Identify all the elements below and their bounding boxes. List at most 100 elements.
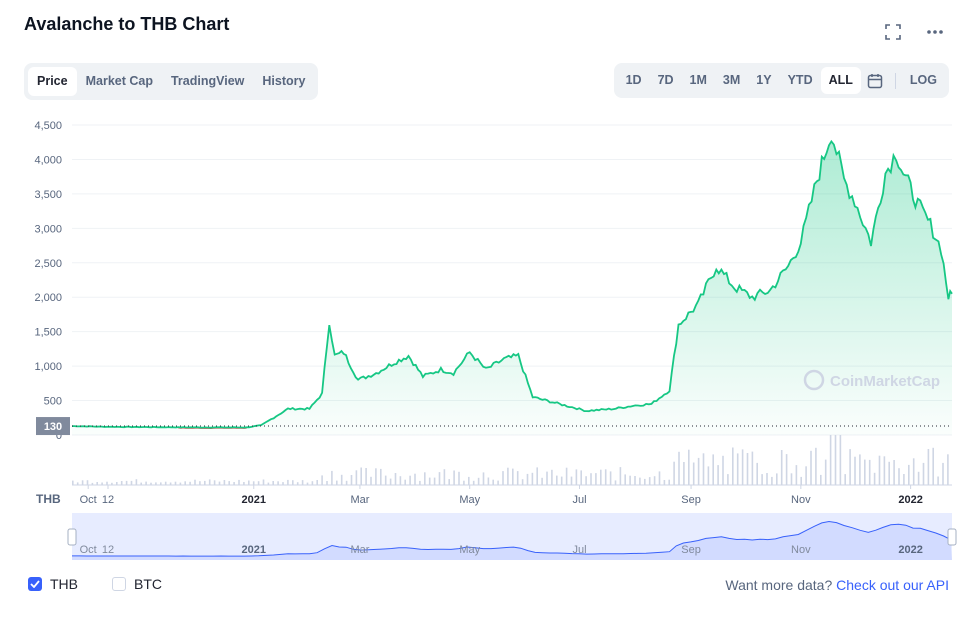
range-1y[interactable]: 1Y [756, 73, 772, 87]
volume-bar [790, 473, 793, 485]
volume-bar [179, 482, 182, 485]
y-tick-label: 1,000 [34, 361, 62, 373]
more-options-icon[interactable] [925, 22, 945, 42]
tab-tradingview[interactable]: TradingView [170, 74, 245, 88]
volume-bar [228, 481, 230, 485]
volume-bar [306, 482, 309, 485]
volume-bar [912, 458, 915, 485]
navigator-window [72, 513, 952, 560]
volume-bar [668, 479, 670, 485]
volume-bar [776, 473, 778, 485]
y-tick-label: 1,500 [34, 327, 62, 339]
volume-bar [634, 476, 636, 485]
volume-bar [673, 461, 675, 485]
volume-bar [111, 482, 113, 485]
tab-price[interactable]: Price [28, 67, 77, 96]
volume-bar [658, 471, 661, 485]
volume-bar [463, 480, 465, 485]
range-7d[interactable]: 7D [657, 73, 674, 87]
chart-type-tabs: Price Market Cap TradingView History [24, 63, 319, 100]
volume-bar [145, 481, 147, 485]
volume-bar [766, 473, 768, 485]
volume-bar [326, 481, 328, 485]
volume-bar [908, 464, 910, 485]
volume-bar [106, 481, 108, 485]
thb-checkbox[interactable] [28, 577, 42, 591]
volume-bar [208, 479, 211, 485]
fullscreen-icon[interactable] [883, 22, 903, 42]
range-1d[interactable]: 1D [625, 73, 642, 87]
volume-bar [213, 480, 216, 485]
volume-bar [287, 479, 289, 485]
volume-bar [438, 472, 441, 485]
btc-checkbox[interactable] [112, 577, 126, 591]
volume-bar [639, 477, 641, 485]
volume-bar [746, 453, 749, 485]
volume-bar [546, 471, 548, 485]
volume-bar [780, 450, 783, 485]
volume-bar [282, 482, 284, 485]
tab-history[interactable]: History [262, 74, 306, 88]
chart-actions [883, 22, 945, 42]
range-ytd[interactable]: YTD [787, 73, 813, 87]
watermark: CoinMarketCap [803, 369, 940, 391]
volume-bar [414, 473, 416, 485]
time-range-selector: 1D 7D 1M 3M 1Y YTD ALL LOG [613, 63, 949, 98]
volume-bar [604, 469, 607, 485]
volume-bar [712, 454, 714, 485]
api-link[interactable]: Check out our API [836, 577, 949, 593]
volume-bar [683, 462, 685, 485]
volume-bar [722, 455, 724, 485]
price-chart: 0 500 1,000 1,500 2,000 2,500 3,000 3,500 4,000 4… [34, 120, 957, 560]
volume-bar [785, 454, 788, 485]
volume-bar [375, 468, 377, 485]
range-navigator[interactable]: Oct 12 2021 Mar May Jul Sep Nov 2022 [67, 513, 957, 560]
volume-bar [727, 474, 729, 485]
volume-bar [829, 435, 832, 485]
y-tick-label: 0 [56, 430, 62, 442]
volume-bar [736, 453, 739, 485]
volume-bar [448, 479, 450, 485]
volume-bar [468, 476, 470, 485]
volume-bar [301, 480, 304, 485]
volume-bar [526, 473, 529, 485]
volume-bar [927, 449, 930, 485]
volume-bar [717, 465, 719, 485]
calendar-icon[interactable] [861, 67, 889, 94]
volume-bar [824, 459, 827, 485]
volume-bar [101, 482, 103, 485]
volume-bar [204, 480, 206, 485]
chart-legend: THB BTC [28, 576, 188, 592]
volume-bar [732, 447, 734, 485]
volume-bar [443, 469, 446, 485]
volume-bar [932, 447, 934, 485]
volume-bar [76, 482, 79, 485]
x-tick-label: Mar [350, 494, 369, 506]
volume-bar [868, 459, 871, 485]
tab-market-cap[interactable]: Market Cap [85, 74, 153, 88]
navigator-tick-label: Nov [791, 544, 811, 556]
y-tick-label: 3,500 [34, 189, 62, 201]
x-tick-label: May [459, 494, 480, 506]
navigator-tick-label: Mar [350, 544, 369, 556]
volume-bar [815, 447, 817, 485]
range-1m[interactable]: 1M [689, 73, 707, 87]
range-all[interactable]: ALL [820, 67, 861, 94]
volume-bar [502, 471, 504, 485]
volume-bar [433, 477, 436, 485]
volume-bar [585, 476, 587, 485]
current-price-tag: 130 [36, 417, 70, 436]
volume-bar [487, 477, 490, 485]
volume-bar [756, 462, 758, 485]
navigator-tick-label: Oct [80, 544, 97, 556]
volume-bar [800, 476, 802, 485]
volume-bar [531, 472, 534, 485]
volume-bar [321, 475, 323, 485]
volume-bar [350, 475, 353, 485]
log-scale-toggle[interactable]: LOG [909, 73, 937, 87]
x-tick-label: 2022 [898, 494, 922, 506]
x-tick-label: 2021 [242, 494, 266, 506]
volume-bar [96, 482, 98, 485]
volume-bar [839, 435, 842, 485]
range-3m[interactable]: 3M [722, 73, 741, 87]
